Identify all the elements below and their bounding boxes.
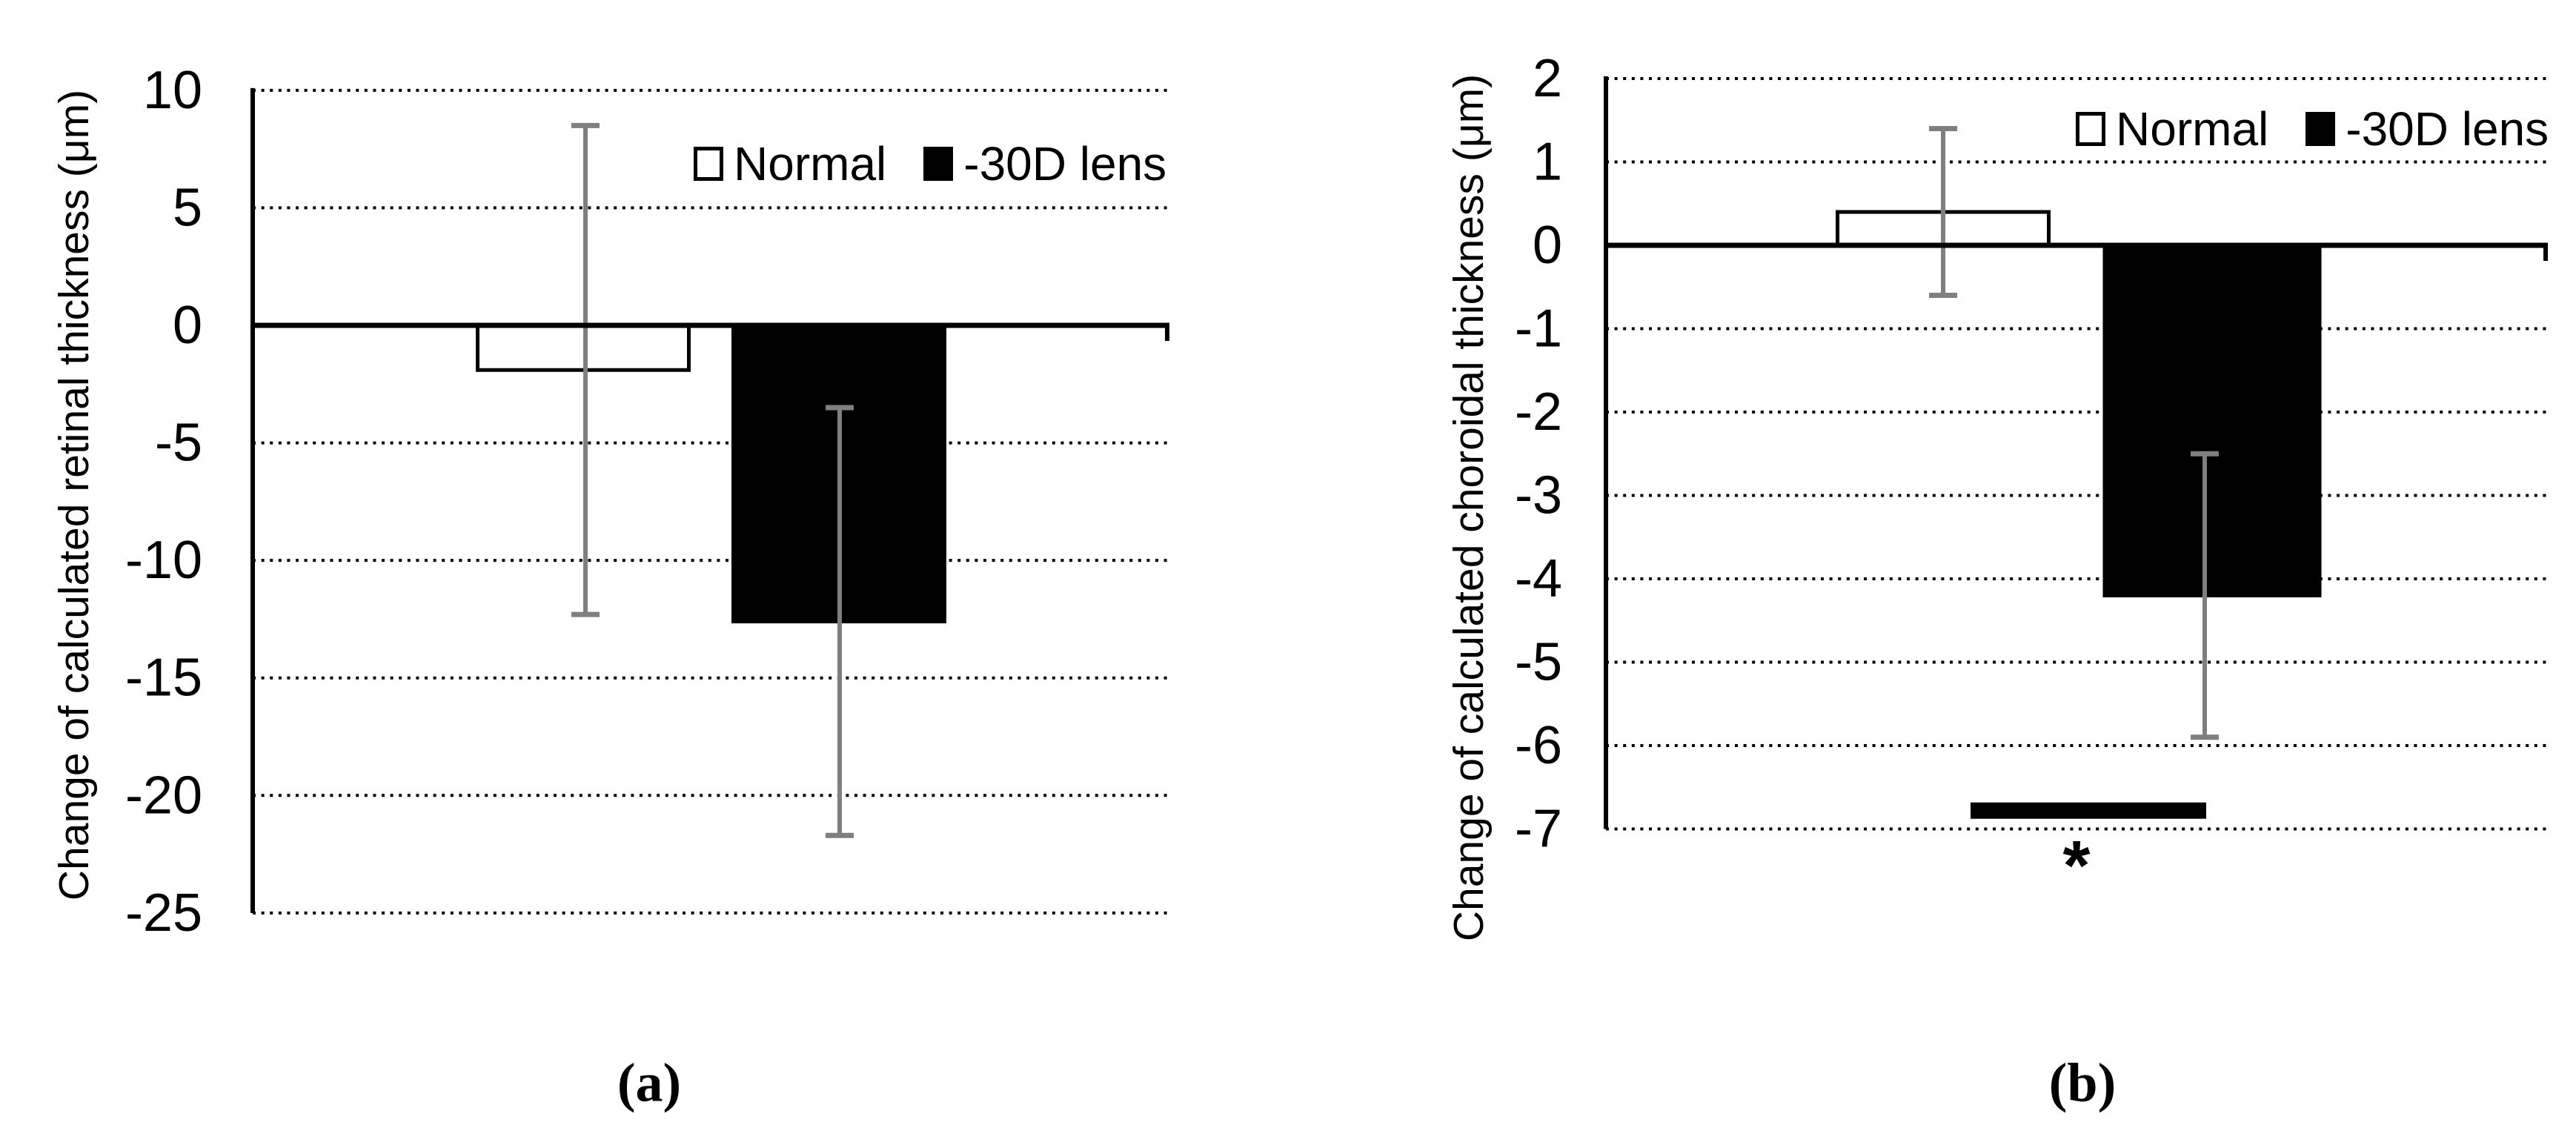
y-tick-label: -3 (1515, 466, 1562, 525)
legend-swatch-normal-icon (2076, 112, 2105, 146)
y-tick-label: -1 (1515, 299, 1562, 359)
legend-panel-a: Normal -30D lens (694, 136, 1166, 191)
y-axis-title-panel-a: Change of calculated retinal thickness (… (50, 89, 98, 901)
legend-label-minus30d: -30D lens (963, 137, 1167, 190)
y-tick-label: 0 (1533, 216, 1562, 275)
y-tick-label: -15 (125, 648, 202, 708)
legend-label-minus30d: -30D lens (2346, 102, 2549, 156)
panel-a-caption: (a) (617, 1052, 682, 1114)
y-tick-label: 10 (143, 61, 202, 120)
y-tick-label: -2 (1515, 382, 1562, 442)
y-tick-label: -20 (125, 766, 202, 825)
significance-bar (1971, 802, 2206, 819)
legend-swatch-normal-icon (694, 147, 723, 181)
legend-label-normal: Normal (734, 137, 887, 190)
bar-minus30d-lens (2102, 243, 2322, 597)
y-tick-label: 5 (173, 178, 202, 237)
y-tick-label: -5 (1515, 633, 1562, 692)
y-tick-label: 1 (1533, 133, 1562, 192)
y-tick-label: -10 (125, 531, 202, 590)
y-tick-label: -25 (125, 883, 202, 943)
y-tick-label: 0 (173, 296, 202, 355)
y-tick-label: 2 (1533, 49, 1562, 108)
y-tick-label: -7 (1515, 800, 1562, 859)
significance-asterisk: * (2063, 826, 2091, 905)
y-axis-title-panel-b: Change of calculated choroidal thickness… (1445, 73, 1493, 942)
legend-swatch-minus30d-icon (2306, 112, 2336, 146)
legend-panel-b: Normal -30D lens (2076, 102, 2549, 156)
panel-b-caption: (b) (2048, 1052, 2117, 1114)
y-tick-label: -5 (155, 414, 202, 473)
y-tick-label: -6 (1515, 716, 1562, 775)
legend-swatch-minus30d-icon (923, 147, 954, 181)
y-tick-label: -4 (1515, 549, 1562, 608)
legend-label-normal: Normal (2116, 102, 2269, 156)
